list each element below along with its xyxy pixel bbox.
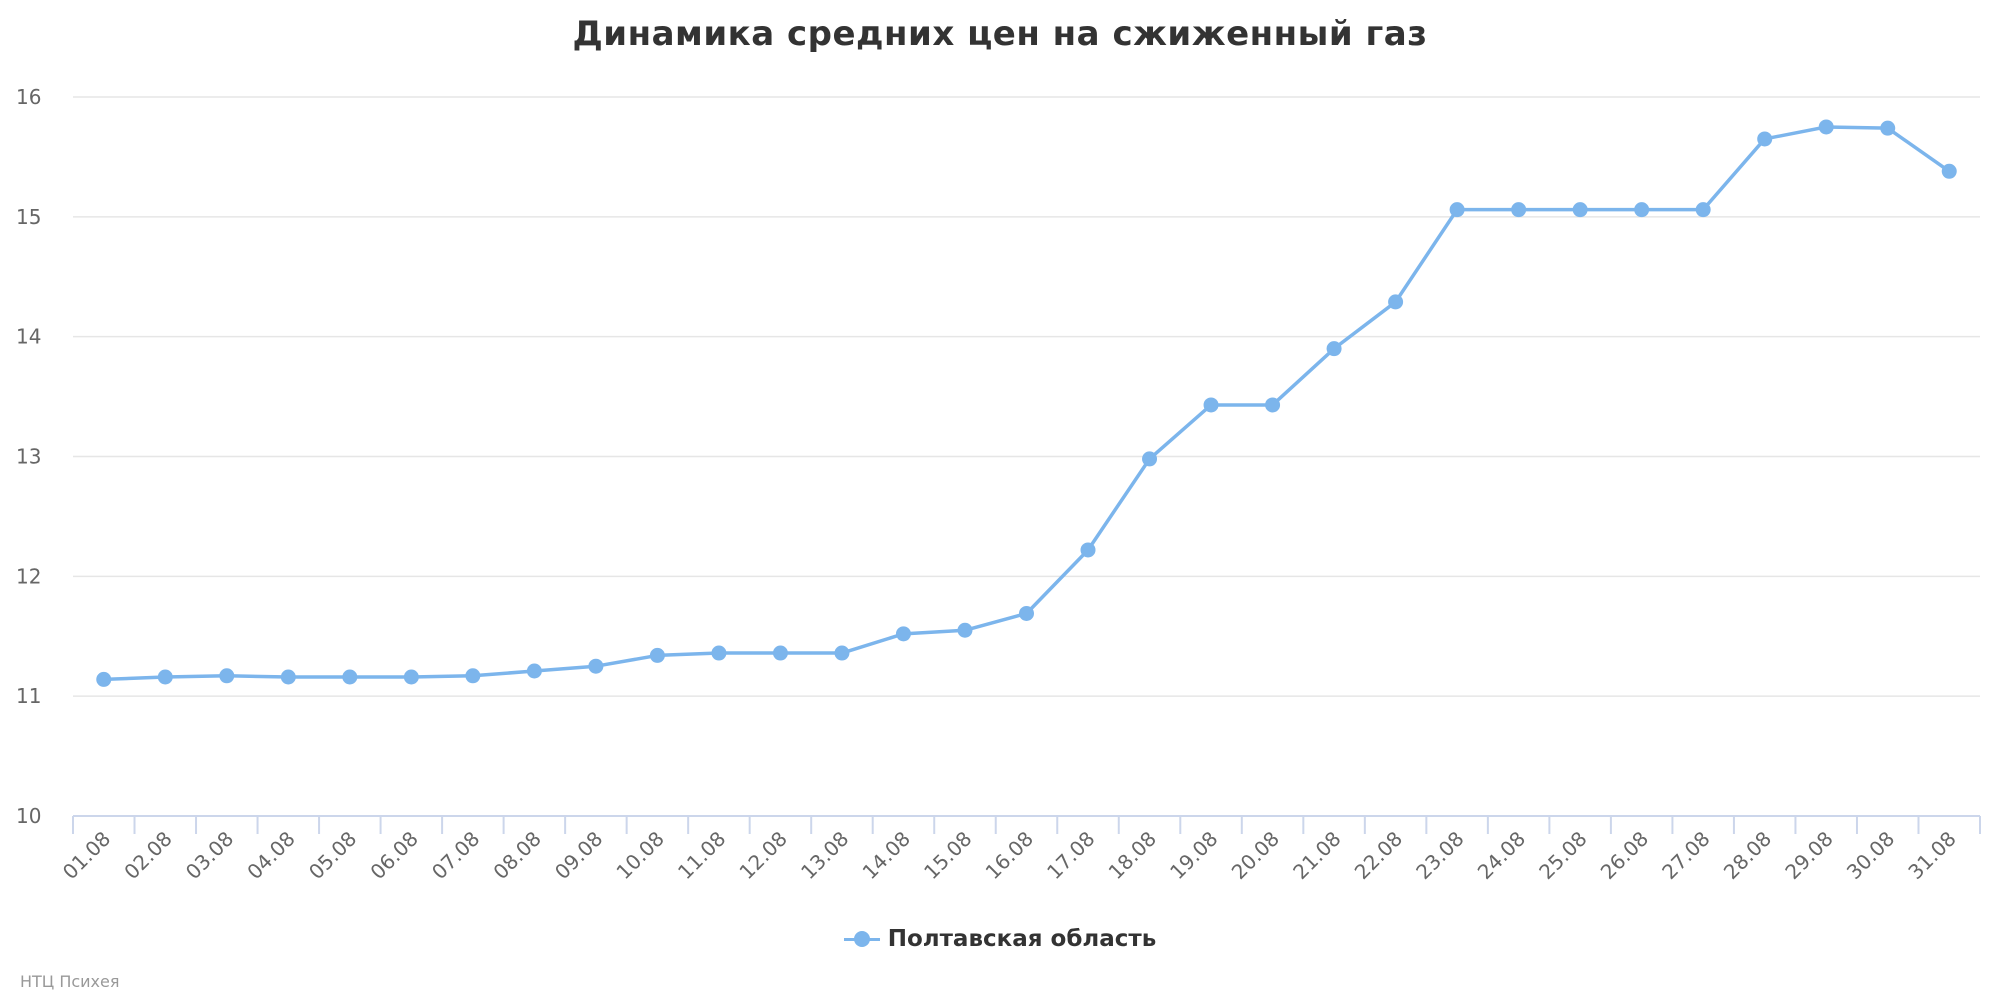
x-tick-label: 20.08 bbox=[1227, 827, 1284, 884]
data-point[interactable] bbox=[1695, 202, 1711, 218]
x-tick-label: 27.08 bbox=[1657, 827, 1714, 884]
data-point[interactable] bbox=[1941, 163, 1957, 179]
data-point[interactable] bbox=[772, 645, 788, 661]
data-point[interactable] bbox=[1449, 202, 1465, 218]
x-tick-label: 26.08 bbox=[1596, 827, 1653, 884]
data-point[interactable] bbox=[1080, 542, 1096, 558]
data-point[interactable] bbox=[403, 669, 419, 685]
data-point[interactable] bbox=[834, 645, 850, 661]
y-tick-label: 12 bbox=[16, 564, 41, 588]
x-tick-label: 08.08 bbox=[488, 827, 545, 884]
legend-label: Полтавская область bbox=[887, 926, 1157, 952]
x-tick-label: 02.08 bbox=[119, 827, 176, 884]
x-tick-label: 16.08 bbox=[981, 827, 1038, 884]
data-point[interactable] bbox=[1818, 119, 1834, 135]
x-tick-label: 29.08 bbox=[1780, 827, 1837, 884]
x-tick-label: 23.08 bbox=[1411, 827, 1468, 884]
data-point[interactable] bbox=[1880, 120, 1896, 136]
x-tick-label: 11.08 bbox=[673, 827, 730, 884]
x-tick-label: 07.08 bbox=[427, 827, 484, 884]
y-tick-label: 10 bbox=[16, 804, 41, 828]
data-point[interactable] bbox=[157, 669, 173, 685]
y-tick-label: 14 bbox=[16, 325, 41, 349]
x-tick-label: 22.08 bbox=[1350, 827, 1407, 884]
x-tick-label: 30.08 bbox=[1842, 827, 1899, 884]
data-point[interactable] bbox=[957, 622, 973, 638]
y-tick-label: 15 bbox=[16, 205, 41, 229]
x-tick-label: 19.08 bbox=[1165, 827, 1222, 884]
data-point[interactable] bbox=[1265, 397, 1281, 413]
x-tick-label: 17.08 bbox=[1042, 827, 1099, 884]
data-point[interactable] bbox=[465, 668, 481, 684]
x-tick-label: 01.08 bbox=[58, 827, 115, 884]
series-layer bbox=[96, 119, 1957, 687]
data-point[interactable] bbox=[1634, 202, 1650, 218]
legend: Полтавская область bbox=[0, 926, 2000, 952]
x-tick-label: 21.08 bbox=[1288, 827, 1345, 884]
data-point[interactable] bbox=[1326, 341, 1342, 357]
data-point[interactable] bbox=[1511, 202, 1527, 218]
data-point[interactable] bbox=[280, 669, 296, 685]
data-point[interactable] bbox=[711, 645, 727, 661]
data-point[interactable] bbox=[1572, 202, 1588, 218]
x-tick-label: 09.08 bbox=[550, 827, 607, 884]
x-tick-label: 13.08 bbox=[796, 827, 853, 884]
x-tick-label: 31.08 bbox=[1903, 827, 1960, 884]
x-tick-label: 18.08 bbox=[1104, 827, 1161, 884]
x-tick-label: 05.08 bbox=[304, 827, 361, 884]
y-axis-ticks: 10 11 12 13 14 15 16 bbox=[16, 85, 41, 828]
x-tick-label: 14.08 bbox=[858, 827, 915, 884]
x-tick-label: 04.08 bbox=[242, 827, 299, 884]
data-point[interactable] bbox=[1142, 451, 1158, 467]
data-point[interactable] bbox=[1203, 397, 1219, 413]
x-tick-label: 28.08 bbox=[1719, 827, 1776, 884]
data-point[interactable] bbox=[588, 658, 604, 674]
x-tick-label: 10.08 bbox=[611, 827, 668, 884]
data-point[interactable] bbox=[895, 626, 911, 642]
data-point[interactable] bbox=[649, 647, 665, 663]
data-point[interactable] bbox=[1388, 294, 1404, 310]
series-line bbox=[102, 125, 1951, 682]
x-tick-label: 03.08 bbox=[181, 827, 238, 884]
chart-title: Динамика средних цен на сжиженный газ bbox=[572, 14, 1428, 54]
data-point[interactable] bbox=[96, 671, 112, 687]
data-point[interactable] bbox=[526, 663, 542, 679]
credits-text[interactable]: НТЦ Психея bbox=[20, 972, 120, 991]
x-tick-label: 06.08 bbox=[365, 827, 422, 884]
y-tick-label: 13 bbox=[16, 445, 41, 469]
x-tick-label: 25.08 bbox=[1534, 827, 1591, 884]
data-point[interactable] bbox=[1757, 131, 1773, 147]
y-tick-label: 11 bbox=[16, 684, 41, 708]
x-axis: 01.08 02.08 03.08 04.08 05.08 06.08 07.08 08.08… bbox=[58, 815, 1981, 884]
data-point[interactable] bbox=[342, 669, 358, 685]
x-tick-label: 12.08 bbox=[735, 827, 792, 884]
x-tick-label: 24.08 bbox=[1473, 827, 1530, 884]
data-point[interactable] bbox=[1019, 605, 1034, 621]
legend-item-series[interactable]: Полтавская область bbox=[843, 926, 1157, 952]
legend-marker-icon bbox=[843, 929, 880, 949]
x-tick-label: 15.08 bbox=[919, 827, 976, 884]
y-tick-label: 16 bbox=[16, 85, 41, 109]
grid-lines bbox=[73, 96, 1980, 697]
data-point[interactable] bbox=[219, 668, 235, 684]
